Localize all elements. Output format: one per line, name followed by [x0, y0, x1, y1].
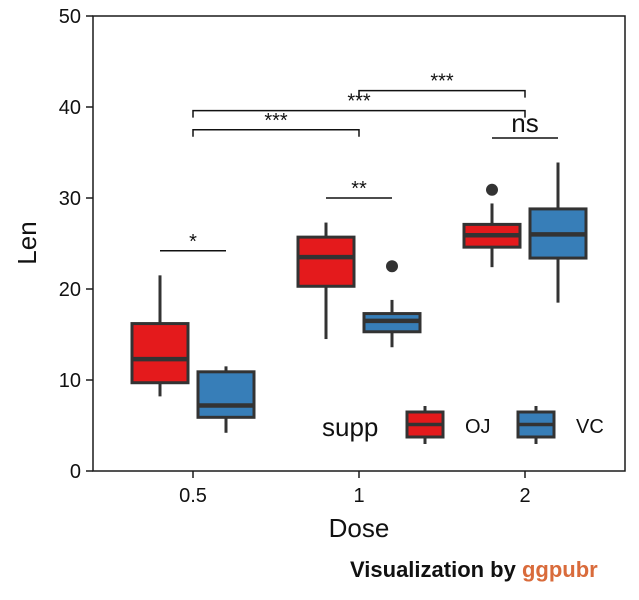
y-tick-label: 10: [59, 370, 81, 392]
significance-bracket: [358, 89, 526, 98]
box-oj-0.5: [130, 322, 190, 385]
caption-text: Visualization by: [350, 557, 522, 582]
y-tick-label: 30: [59, 188, 81, 210]
y-tick-label: 50: [59, 6, 81, 28]
legend-label-oj: OJ: [465, 416, 491, 438]
caption: Visualization by ggpubr: [350, 557, 598, 583]
y-axis-title: Len: [12, 221, 42, 264]
legend-title: supp: [322, 412, 378, 442]
box-oj-1: [296, 235, 356, 288]
significance-label: ns: [511, 108, 538, 138]
significance-label: ***: [430, 71, 454, 93]
significance-label: **: [351, 178, 367, 200]
x-axis-title: Dose: [329, 513, 390, 543]
outlier-point: [386, 260, 398, 273]
significance-label: ***: [264, 110, 288, 132]
y-tick-label: 20: [59, 279, 81, 301]
x-tick-label: 0.5: [179, 485, 207, 507]
x-tick-label: 1: [353, 485, 364, 507]
significance-bracket: [192, 129, 360, 137]
y-tick-label: 40: [59, 97, 81, 119]
x-tick-label: 2: [519, 485, 530, 507]
outlier-point: [486, 183, 498, 196]
caption-brand: ggpubr: [521, 557, 598, 582]
significance-label: *: [189, 231, 197, 253]
legend-label-vc: VC: [576, 416, 604, 438]
box-vc-0.5: [196, 370, 256, 419]
y-tick-label: 0: [70, 461, 81, 483]
significance-bracket: [192, 109, 526, 118]
significance-label: ***: [347, 91, 371, 113]
